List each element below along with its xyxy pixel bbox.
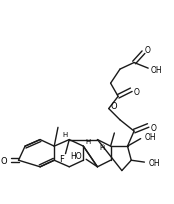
Text: OH: OH: [151, 65, 163, 74]
Text: H: H: [85, 139, 90, 145]
Text: O: O: [111, 102, 117, 111]
Text: HO: HO: [70, 151, 81, 160]
Text: O: O: [144, 46, 150, 55]
Text: O: O: [1, 156, 7, 165]
Text: H: H: [63, 131, 68, 137]
Text: OH: OH: [144, 133, 156, 142]
Text: OH: OH: [148, 158, 160, 167]
Text: O: O: [151, 123, 157, 132]
Text: F: F: [59, 154, 64, 163]
Text: O: O: [134, 88, 140, 97]
Text: Ḧ: Ḧ: [99, 144, 105, 150]
